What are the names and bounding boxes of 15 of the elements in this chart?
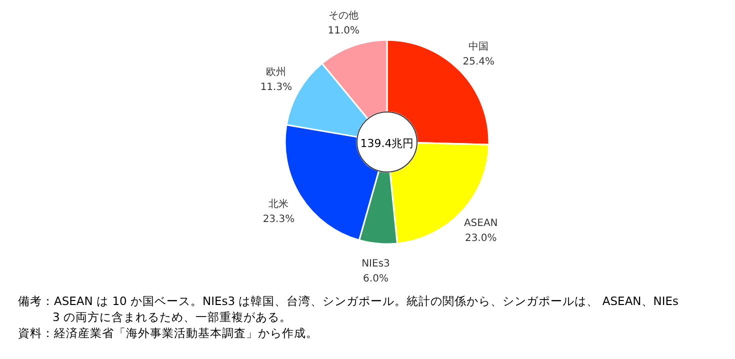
text: 資料：経済産業省「海外事業活動基本調査」から作成。 bbox=[18, 326, 318, 340]
text: 備考：ASEAN は 10 か国ベース。NIEs3 は韓国、台湾、シンガポール。統計の関係から、シンガポールは、 ASEAN、NIEs3 の両方に含まれるため、一部重複がある。 bbox=[18, 294, 679, 324]
slice-label: NIEs3 bbox=[362, 258, 390, 270]
data-label: 11.0% bbox=[328, 26, 360, 37]
slice-label: ASEAN bbox=[464, 218, 498, 230]
text: 139.4兆円 bbox=[360, 137, 414, 150]
data-label: 23.3% bbox=[262, 214, 295, 226]
data-label: 6.0% bbox=[363, 274, 388, 285]
slice-label: 中国 bbox=[468, 40, 489, 53]
slice-label: 北米 bbox=[268, 198, 289, 210]
slice-label: 欧州 bbox=[266, 66, 286, 78]
data-label: 25.4% bbox=[462, 56, 495, 68]
slice-label: その他 bbox=[328, 10, 359, 22]
data-label: 11.3% bbox=[260, 82, 292, 93]
data-label: 23.0% bbox=[464, 233, 497, 244]
